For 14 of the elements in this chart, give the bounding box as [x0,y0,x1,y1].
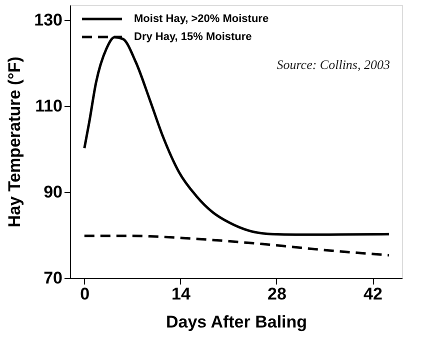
y-tick-label: 70 [44,268,62,288]
y-tick-label: 110 [35,96,62,116]
x-tick-label: 14 [171,284,191,304]
y-tick-label: 90 [44,182,62,202]
x-axis-title: Days After Baling [166,312,308,332]
annotation: Source: Collins, 2003 [276,57,390,72]
y-tick-label: 130 [34,10,62,30]
x-tick-label: 0 [80,284,90,304]
y-axis-title: Hay Temperature (°F) [5,56,24,228]
x-tick-label: 42 [364,284,382,304]
x-tick-label: 28 [268,284,286,304]
legend-label: Moist Hay, >20% Moisture [134,13,269,25]
legend-label: Dry Hay, 15% Moisture [134,31,252,43]
line-series [83,234,390,256]
